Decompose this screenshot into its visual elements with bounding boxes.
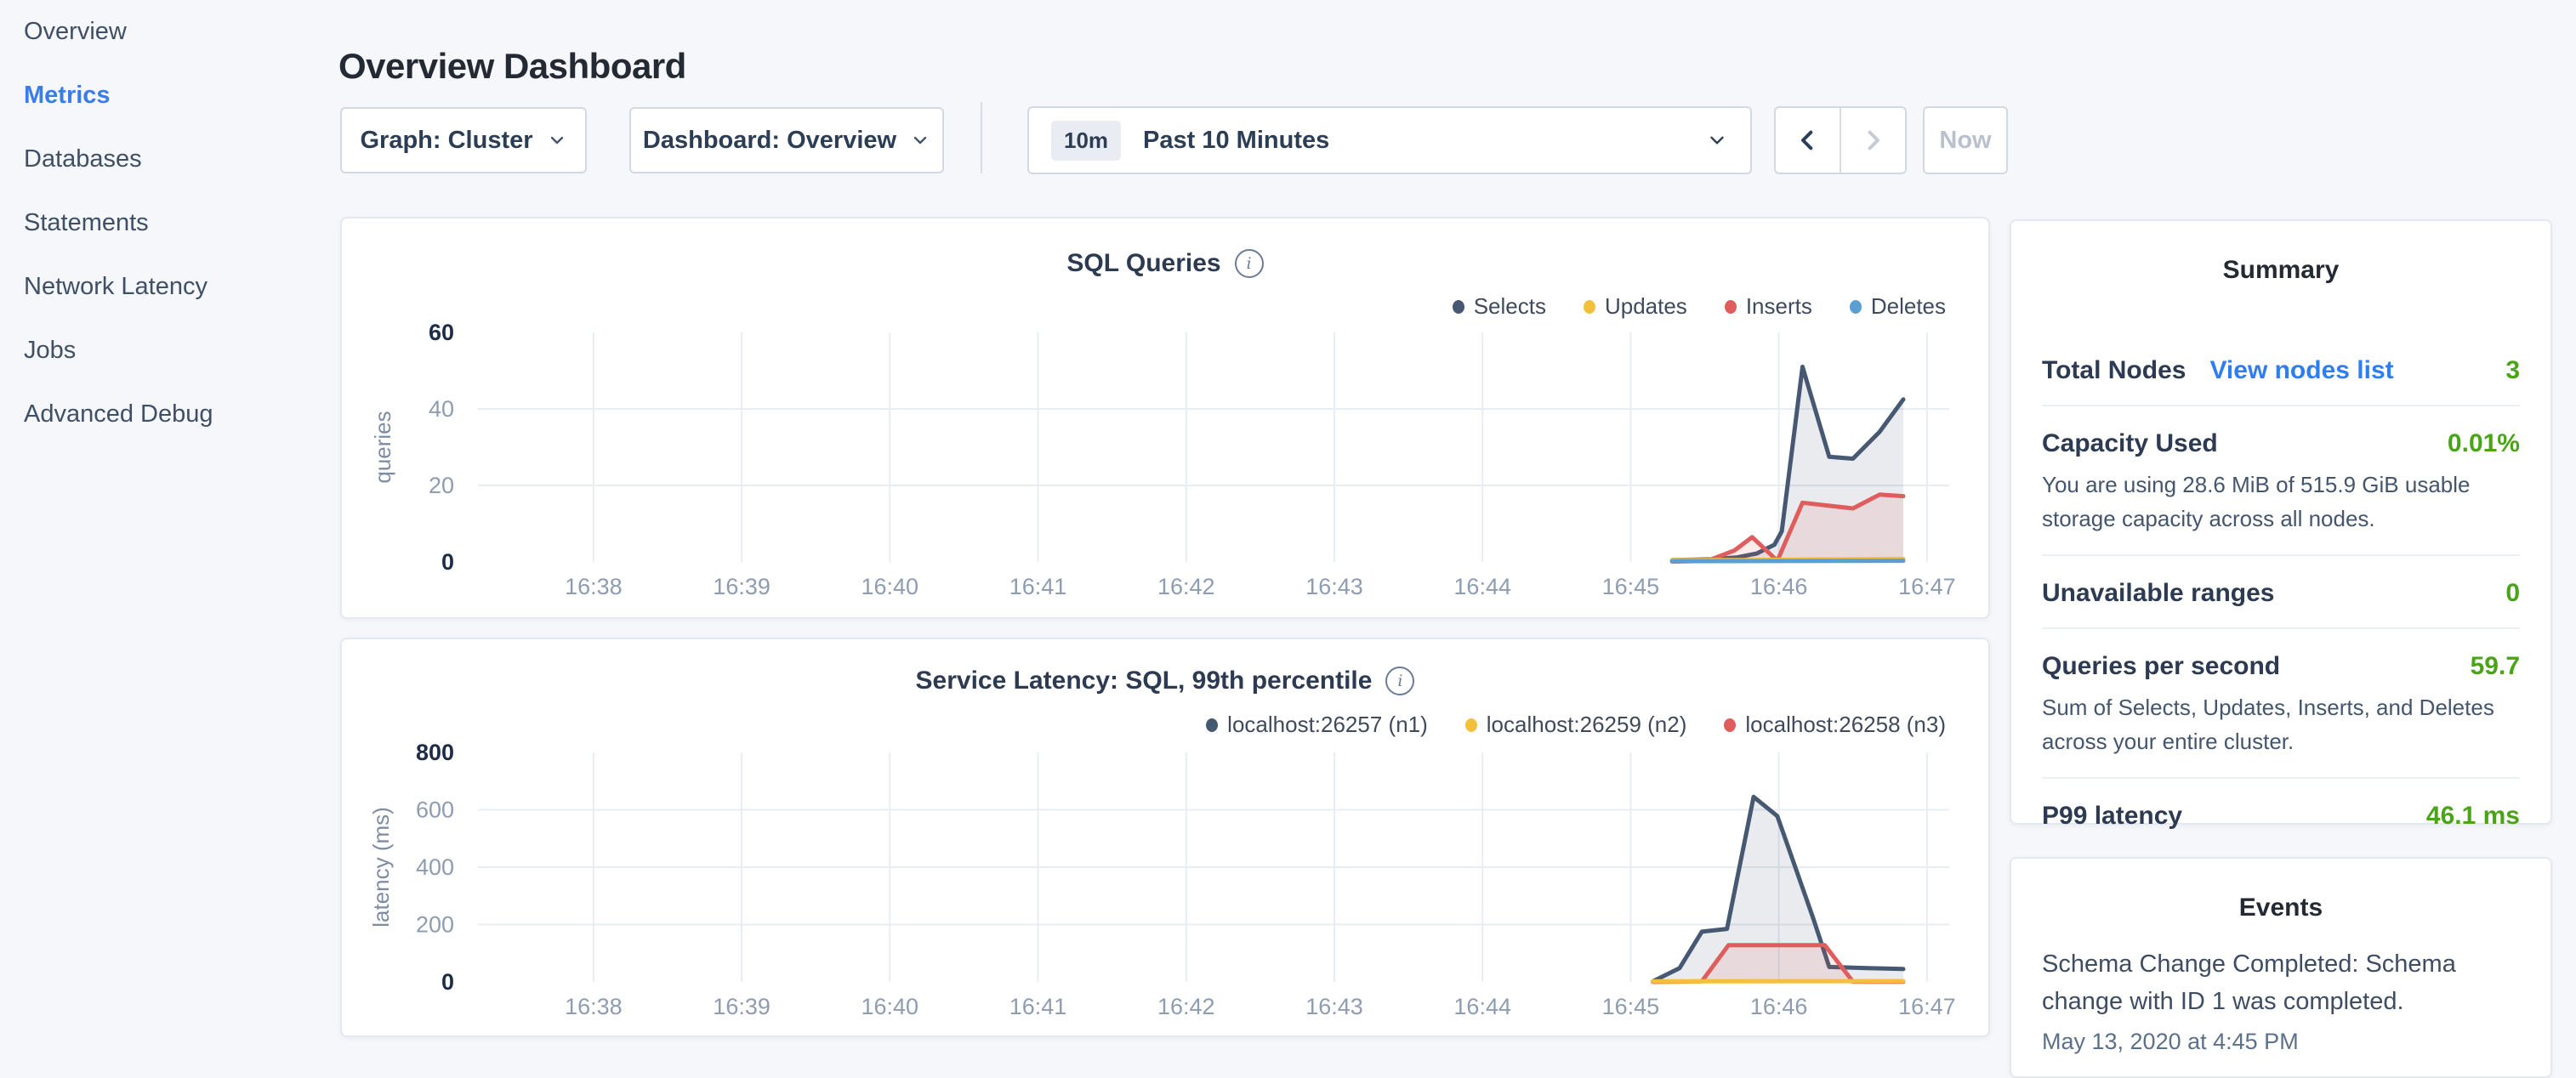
y-tick-label: 600 <box>416 797 454 823</box>
x-tick-label: 16:38 <box>565 574 623 599</box>
event-timestamp: May 13, 2020 at 4:45 PM <box>2042 1029 2520 1055</box>
summary-row-capacity-used: Capacity Used 0.01% You are using 28.6 MiB… <box>2042 406 2520 556</box>
time-window-label: Past 10 Minutes <box>1143 127 1706 155</box>
x-tick-label: 16:47 <box>1898 574 1956 599</box>
x-tick-label: 16:38 <box>565 994 623 1019</box>
summary-row-head: Queries per second 59.7 <box>2042 651 2520 682</box>
summary-row-total-nodes: Total Nodes View nodes list 3 <box>2042 333 2520 406</box>
summary-row-value: 0 <box>2505 579 2520 608</box>
summary-rows: Total Nodes View nodes list 3 Capacity Used… <box>2042 333 2520 850</box>
summary-row-label: Unavailable ranges <box>2042 579 2274 608</box>
sql-queries-chart-card: SQL Queries i SelectsUpdatesInsertsDelet… <box>340 217 1990 619</box>
x-tick-label: 16:45 <box>1602 994 1660 1019</box>
x-tick-label: 16:40 <box>862 994 919 1019</box>
prev-time-button[interactable] <box>1776 108 1840 173</box>
event-item: Schema Change Completed: Schema change w… <box>2042 945 2520 1055</box>
summary-row-value: 0.01% <box>2448 429 2520 458</box>
summary-row-label: P99 latency <box>2042 802 2182 831</box>
summary-row-label: Capacity Used <box>2042 429 2218 458</box>
y-tick-label: 0 <box>441 549 454 575</box>
summary-row-head: Unavailable ranges 0 <box>2042 578 2520 609</box>
summary-row-value: 59.7 <box>2471 652 2520 681</box>
summary-row-head: Capacity Used 0.01% <box>2042 428 2520 459</box>
events-list: Schema Change Completed: Schema change w… <box>2042 945 2520 1055</box>
x-tick-label: 16:39 <box>713 574 771 599</box>
y-tick-label: 20 <box>429 473 454 498</box>
chevron-down-icon <box>1706 129 1728 151</box>
summary-panel: Summary Total Nodes View nodes list 3 Capac… <box>2010 219 2552 825</box>
summary-row-p99-latency: P99 latency 46.1 ms <box>2042 779 2520 850</box>
y-tick-label: 400 <box>416 854 454 880</box>
chevron-left-icon <box>1794 127 1822 154</box>
event-text: Schema Change Completed: Schema change w… <box>2042 945 2488 1020</box>
sidebar-nav: OverviewMetricsDatabasesStatementsNetwor… <box>0 0 340 1051</box>
x-tick-label: 16:44 <box>1453 574 1511 599</box>
summary-row-label: Queries per second <box>2042 652 2280 681</box>
summary-row-head: Total Nodes View nodes list 3 <box>2042 355 2520 386</box>
x-tick-label: 16:47 <box>1898 994 1956 1019</box>
x-tick-label: 16:46 <box>1750 994 1808 1019</box>
x-tick-label: 16:42 <box>1157 574 1215 599</box>
controls-divider <box>981 102 982 173</box>
now-button[interactable]: Now <box>1923 106 2008 174</box>
y-tick-label: 0 <box>441 969 454 995</box>
dashboard-dropdown-label: Dashboard: Overview <box>643 127 896 155</box>
x-tick-label: 16:45 <box>1602 574 1660 599</box>
x-tick-label: 16:46 <box>1750 574 1808 599</box>
summary-row-desc: You are using 28.6 MiB of 515.9 GiB usab… <box>2042 468 2520 536</box>
service-latency-plot: 16:38 16:39 16:40 16:41 16:42 16:43 16:44 16:45… <box>342 639 1992 1039</box>
summary-row-label: Total Nodes <box>2042 356 2186 385</box>
y-axis-label: queries <box>370 411 395 483</box>
summary-row-value: 3 <box>2505 356 2520 385</box>
series-line-deletes <box>1672 561 1903 562</box>
sidebar-item-statements[interactable]: Statements <box>0 191 340 255</box>
summary-row-queries-per-second: Queries per second 59.7 Sum of Selects, Up… <box>2042 629 2520 779</box>
x-tick-label: 16:41 <box>1009 574 1067 599</box>
sidebar-item-databases[interactable]: Databases <box>0 128 340 191</box>
summary-row-desc: Sum of Selects, Updates, Inserts, and De… <box>2042 690 2520 758</box>
chevron-down-icon <box>910 130 930 150</box>
y-axis-label: latency (ms) <box>368 807 394 928</box>
y-tick-label: 200 <box>416 912 454 938</box>
x-tick-label: 16:42 <box>1157 994 1215 1019</box>
events-title: Events <box>2042 893 2520 923</box>
sidebar-item-advanced-debug[interactable]: Advanced Debug <box>0 383 340 446</box>
x-tick-label: 16:44 <box>1453 994 1511 1019</box>
sql-queries-plot: 16:38 16:39 16:40 16:41 16:42 16:43 16:44 16:45… <box>342 218 1992 621</box>
chevron-right-icon <box>1859 127 1886 154</box>
x-tick-label: 16:43 <box>1305 574 1363 599</box>
x-tick-label: 16:41 <box>1009 994 1067 1019</box>
summary-row-unavailable-ranges: Unavailable ranges 0 <box>2042 556 2520 629</box>
time-window-badge: 10m <box>1051 121 1121 161</box>
sidebar-item-network-latency[interactable]: Network Latency <box>0 255 340 319</box>
x-tick-label: 16:40 <box>862 574 919 599</box>
next-time-button[interactable] <box>1841 108 1905 173</box>
graph-dropdown[interactable]: Graph: Cluster <box>340 107 587 173</box>
y-tick-label: 40 <box>429 396 454 422</box>
sidebar-item-jobs[interactable]: Jobs <box>0 319 340 383</box>
service-latency-chart-card: Service Latency: SQL, 99th percentile i … <box>340 638 1990 1037</box>
page-title: Overview Dashboard <box>338 43 686 90</box>
x-tick-label: 16:43 <box>1305 994 1363 1019</box>
y-tick-label: 60 <box>429 320 454 345</box>
events-panel: Events Schema Change Completed: Schema c… <box>2010 857 2552 1078</box>
y-tick-label: 800 <box>416 740 454 765</box>
view-nodes-link[interactable]: View nodes list <box>2209 356 2393 385</box>
sidebar-item-overview[interactable]: Overview <box>0 0 340 64</box>
graph-dropdown-label: Graph: Cluster <box>360 127 532 155</box>
summary-title: Summary <box>2042 255 2520 286</box>
time-pager <box>1774 106 1907 174</box>
time-window-dropdown[interactable]: 10m Past 10 Minutes <box>1027 106 1752 174</box>
summary-row-head: P99 latency 46.1 ms <box>2042 801 2520 831</box>
x-tick-label: 16:39 <box>713 994 771 1019</box>
summary-row-value: 46.1 ms <box>2426 802 2520 831</box>
dashboard-dropdown[interactable]: Dashboard: Overview <box>629 107 944 173</box>
chevron-down-icon <box>547 130 567 150</box>
sidebar-item-metrics[interactable]: Metrics <box>0 64 340 128</box>
